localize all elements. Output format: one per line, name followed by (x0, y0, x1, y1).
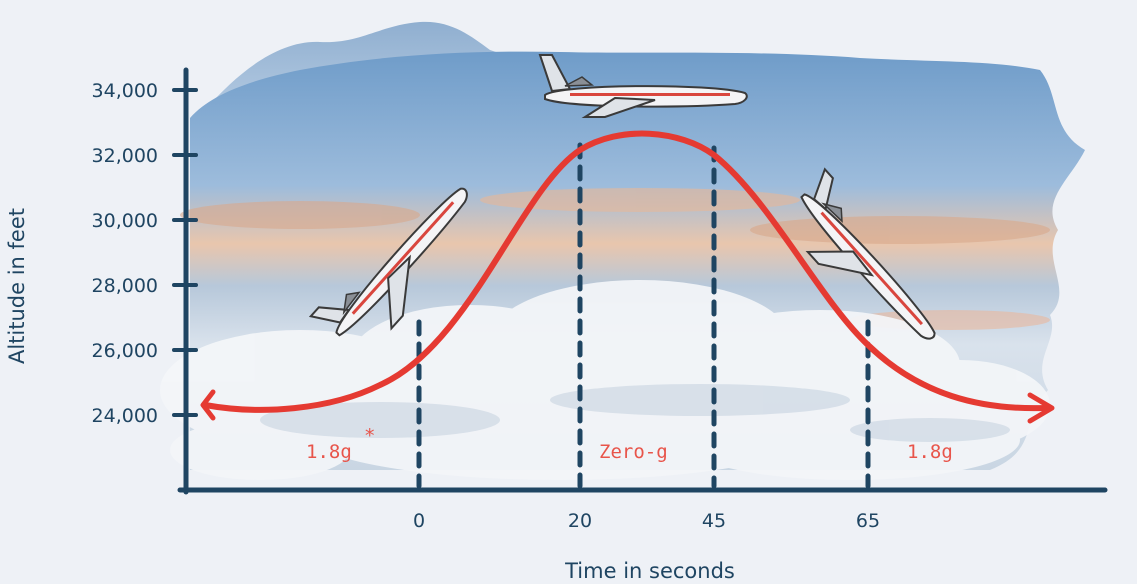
y-axis-title: Altitude in feet (5, 208, 29, 364)
cloud-shading (260, 384, 1010, 442)
aircraft-level-icon (538, 54, 748, 118)
y-axis: 34,000 32,000 30,000 28,000 26,000 24,000 (92, 67, 198, 495)
y-tick-label: 32,000 (92, 145, 158, 167)
y-tick-label: 26,000 (92, 340, 158, 362)
phase-label-pull-out: 1.8g (907, 441, 953, 463)
y-tick-label: 30,000 (92, 210, 158, 232)
phase-footnote-mark: * (364, 425, 375, 447)
curve-end-arrow-icon (1027, 392, 1055, 424)
aircraft-descending-icon (800, 167, 936, 340)
y-tick-label: 28,000 (92, 275, 158, 297)
phase-label-pull-up: 1.8g (306, 441, 352, 463)
x-tick-label: 45 (702, 510, 726, 532)
x-axis: 0 20 45 65 (177, 487, 1108, 532)
x-axis-title: Time in seconds (564, 559, 735, 583)
y-tick-label: 24,000 (92, 405, 158, 427)
phase-dividers (416, 142, 871, 489)
flight-path (200, 130, 1055, 424)
x-tick-label: 65 (856, 510, 880, 532)
parabola-curve (202, 130, 1048, 413)
y-tick-label: 34,000 (92, 80, 158, 102)
aircraft-climbing-icon (308, 187, 468, 337)
x-tick-label: 0 (413, 510, 425, 532)
phase-label-zero-g: Zero-g (599, 441, 668, 463)
x-tick-label: 20 (568, 510, 592, 532)
curve-start-arrow-icon (200, 389, 216, 421)
